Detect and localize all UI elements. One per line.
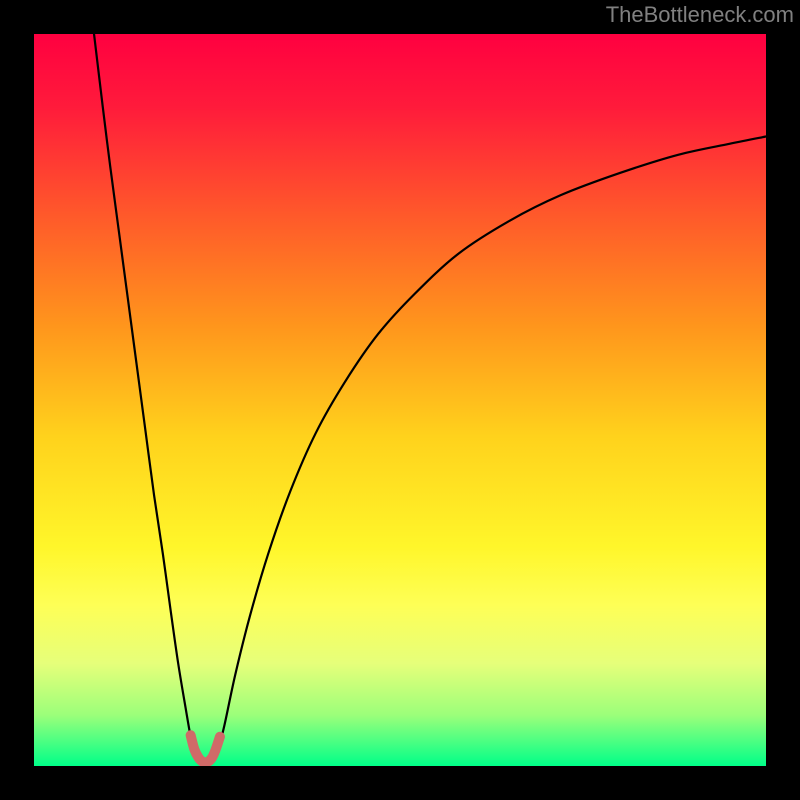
curve-layer [34, 34, 766, 766]
curve-left-branch [94, 34, 195, 754]
watermark-text: TheBottleneck.com [606, 2, 794, 28]
plot-area [34, 34, 766, 766]
marker-trail [191, 735, 220, 762]
chart-frame: TheBottleneck.com [0, 0, 800, 800]
curve-right-branch [217, 136, 766, 754]
